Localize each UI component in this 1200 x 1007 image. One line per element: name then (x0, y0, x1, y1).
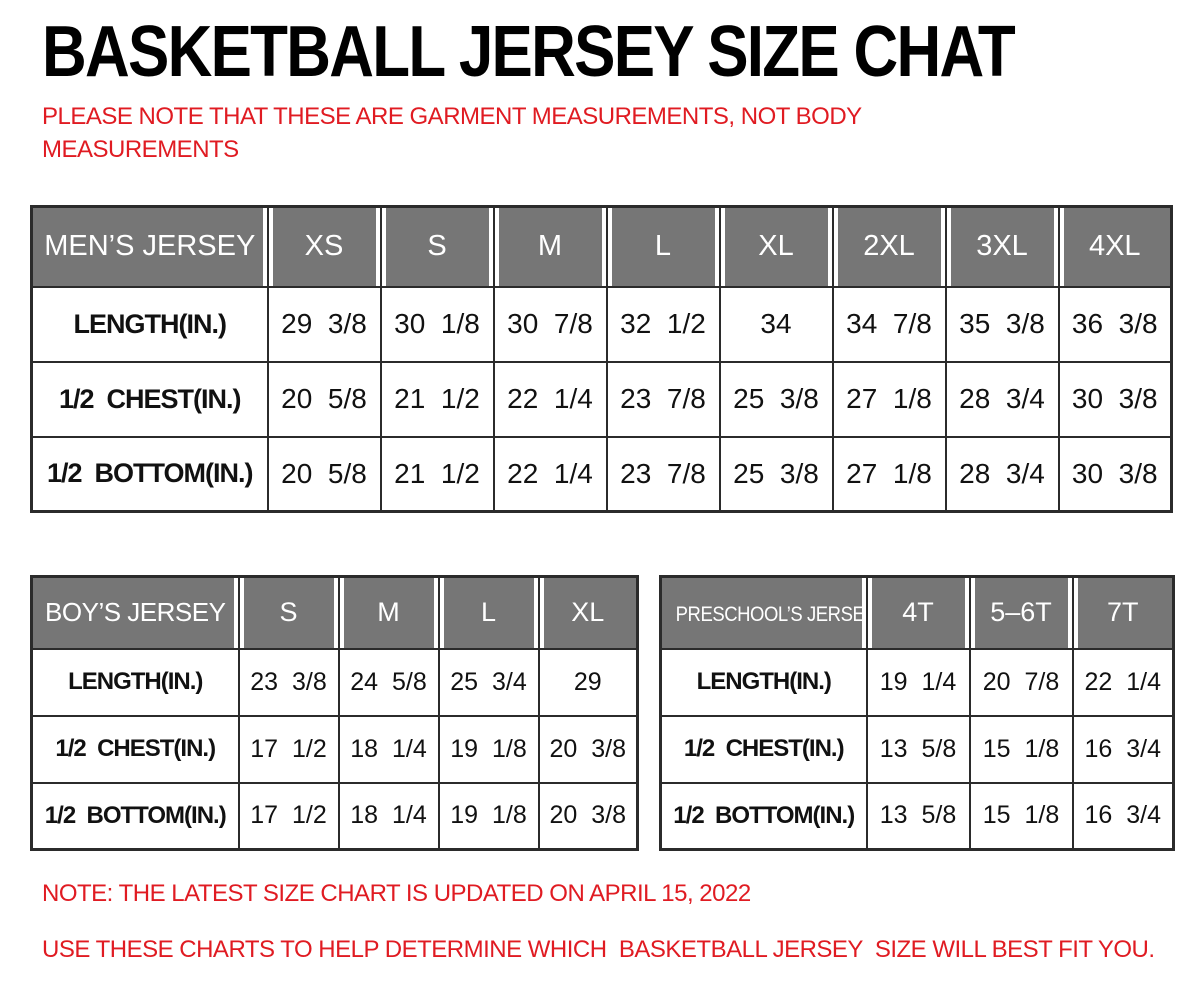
size-column-header: S (237, 575, 340, 650)
size-value-cell: 34 7/8 (831, 285, 947, 363)
size-value-cell: 30 7/8 (492, 285, 608, 363)
size-value-cell: 24 5/8 (337, 647, 440, 717)
table-row: LENGTH(IN.) 23 3/8 24 5/8 25 3/4 29 (30, 647, 639, 717)
size-value-cell: 15 1/8 (968, 714, 1074, 784)
size-value-cell: 27 1/8 (831, 435, 947, 513)
size-value-cell: 22 1/4 (492, 435, 608, 513)
garment-measurements-note: PLEASE NOTE THAT THESE ARE GARMENT MEASU… (42, 103, 862, 164)
table-header-row: MEN’S JERSEY XS S M L XL 2XL 3XL 4XL (30, 205, 1173, 288)
table-row: 1/2 BOTTOM(IN.) 13 5/8 15 1/8 16 3/4 (659, 781, 1175, 851)
table-header-row: PRESCHOOL’S JERSEY 4T 5–6T 7T (659, 575, 1175, 650)
size-value-cell: 18 1/4 (337, 714, 440, 784)
size-value-cell: 19 1/4 (865, 647, 971, 717)
page-title: BASKETBALL JERSEY SIZE CHAT (42, 12, 1016, 92)
size-value-cell: 13 5/8 (865, 781, 971, 851)
size-value-cell: 19 1/8 (437, 714, 540, 784)
size-value-cell: 36 3/8 (1057, 285, 1173, 363)
size-value-cell: 20 5/8 (266, 435, 382, 513)
size-value-cell: 13 5/8 (865, 714, 971, 784)
size-column-header: XL (537, 575, 639, 650)
size-column-header: 2XL (831, 205, 947, 288)
size-column-header: 5–6T (968, 575, 1074, 650)
size-column-header: L (605, 205, 721, 288)
size-value-cell: 35 3/8 (944, 285, 1060, 363)
size-column-header: 7T (1071, 575, 1175, 650)
size-value-cell: 30 1/8 (379, 285, 495, 363)
size-value-cell: 23 3/8 (237, 647, 340, 717)
row-label: LENGTH(IN.) (30, 647, 240, 717)
size-value-cell: 21 1/2 (379, 435, 495, 513)
table-row: 1/2 CHEST(IN.) 13 5/8 15 1/8 16 3/4 (659, 714, 1175, 784)
table-row: LENGTH(IN.) 29 3/8 30 1/8 30 7/8 32 1/2 … (30, 285, 1173, 363)
size-value-cell: 15 1/8 (968, 781, 1074, 851)
size-value-cell: 34 (718, 285, 834, 363)
size-value-cell: 28 3/4 (944, 360, 1060, 438)
row-label: 1/2 CHEST(IN.) (659, 714, 868, 784)
row-label: LENGTH(IN.) (30, 285, 269, 363)
size-value-cell: 20 7/8 (968, 647, 1074, 717)
size-value-cell: 32 1/2 (605, 285, 721, 363)
size-value-cell: 23 7/8 (605, 360, 721, 438)
mens-jersey-table: MEN’S JERSEY XS S M L XL 2XL 3XL 4XL LEN… (30, 205, 1173, 513)
size-value-cell: 25 3/8 (718, 360, 834, 438)
table-row: 1/2 CHEST(IN.) 17 1/2 18 1/4 19 1/8 20 3… (30, 714, 639, 784)
size-value-cell: 17 1/2 (237, 714, 340, 784)
size-column-header: M (492, 205, 608, 288)
size-column-header: XS (266, 205, 382, 288)
size-column-header: 4XL (1057, 205, 1173, 288)
preschools-table-name-label: PRESCHOOL’S JERSEY (675, 603, 867, 627)
size-column-header: 3XL (944, 205, 1060, 288)
size-column-header: XL (718, 205, 834, 288)
boys-table-name-header: BOY’S JERSEY (30, 575, 240, 650)
row-label: 1/2 BOTTOM(IN.) (659, 781, 868, 851)
size-value-cell: 27 1/8 (831, 360, 947, 438)
table-row: 1/2 CHEST(IN.) 20 5/8 21 1/2 22 1/4 23 7… (30, 360, 1173, 438)
size-value-cell: 20 3/8 (537, 714, 639, 784)
note-usage: USE THESE CHARTS TO HELP DETERMINE WHICH… (42, 936, 1155, 963)
size-value-cell: 16 3/4 (1071, 781, 1175, 851)
size-column-header: 4T (865, 575, 971, 650)
row-label: 1/2 CHEST(IN.) (30, 360, 269, 438)
size-value-cell: 22 1/4 (1071, 647, 1175, 717)
size-value-cell: 18 1/4 (337, 781, 440, 851)
row-label: 1/2 BOTTOM(IN.) (30, 435, 269, 513)
size-value-cell: 30 3/8 (1057, 435, 1173, 513)
size-value-cell: 20 3/8 (537, 781, 639, 851)
note-updated-date: NOTE: THE LATEST SIZE CHART IS UPDATED O… (42, 880, 751, 907)
size-value-cell: 28 3/4 (944, 435, 1060, 513)
boys-jersey-table: BOY’S JERSEY S M L XL LENGTH(IN.) 23 3/8… (30, 575, 639, 851)
size-column-header: L (437, 575, 540, 650)
table-row: 1/2 BOTTOM(IN.) 20 5/8 21 1/2 22 1/4 23 … (30, 435, 1173, 513)
mens-table-name-header: MEN’S JERSEY (30, 205, 269, 288)
size-value-cell: 30 3/8 (1057, 360, 1173, 438)
size-value-cell: 25 3/8 (718, 435, 834, 513)
row-label: LENGTH(IN.) (659, 647, 868, 717)
table-header-row: BOY’S JERSEY S M L XL (30, 575, 639, 650)
table-row: 1/2 BOTTOM(IN.) 17 1/2 18 1/4 19 1/8 20 … (30, 781, 639, 851)
size-column-header: S (379, 205, 495, 288)
row-label: 1/2 BOTTOM(IN.) (30, 781, 240, 851)
size-column-header: M (337, 575, 440, 650)
size-value-cell: 19 1/8 (437, 781, 540, 851)
size-value-cell: 20 5/8 (266, 360, 382, 438)
size-value-cell: 21 1/2 (379, 360, 495, 438)
row-label: 1/2 CHEST(IN.) (30, 714, 240, 784)
size-value-cell: 16 3/4 (1071, 714, 1175, 784)
size-value-cell: 29 (537, 647, 639, 717)
table-row: LENGTH(IN.) 19 1/4 20 7/8 22 1/4 (659, 647, 1175, 717)
size-value-cell: 22 1/4 (492, 360, 608, 438)
size-value-cell: 25 3/4 (437, 647, 540, 717)
size-value-cell: 17 1/2 (237, 781, 340, 851)
preschools-jersey-table: PRESCHOOL’S JERSEY 4T 5–6T 7T LENGTH(IN.… (659, 575, 1175, 851)
preschools-table-name-header: PRESCHOOL’S JERSEY (659, 575, 868, 650)
size-value-cell: 23 7/8 (605, 435, 721, 513)
size-value-cell: 29 3/8 (266, 285, 382, 363)
